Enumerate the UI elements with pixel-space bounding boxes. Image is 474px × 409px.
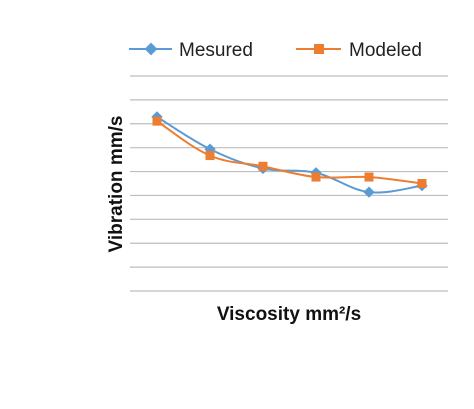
legend-marker-modeled [314,44,324,54]
series-layer [151,111,428,198]
legend-marker-mesured [144,42,158,56]
data-point-modeled-2 [205,151,215,161]
data-point-modeled-4 [311,172,321,182]
gridlines [130,75,448,292]
legend: Mesured Modeled [129,40,422,61]
y-axis-title: Vibration mm/s [106,116,127,253]
legend-label-modeled: Modeled [349,40,422,61]
data-point-mesured-5 [363,186,375,198]
data-point-modeled-3 [258,161,268,171]
legend-label-mesured: Mesured [179,40,253,61]
series-line-mesured [156,115,423,194]
data-point-modeled-5 [364,172,374,182]
series-line-modeled [156,120,423,185]
x-axis-title: Viscosity mm²/s [217,304,361,325]
data-point-modeled-6 [417,179,427,188]
data-point-modeled-1 [152,116,162,126]
